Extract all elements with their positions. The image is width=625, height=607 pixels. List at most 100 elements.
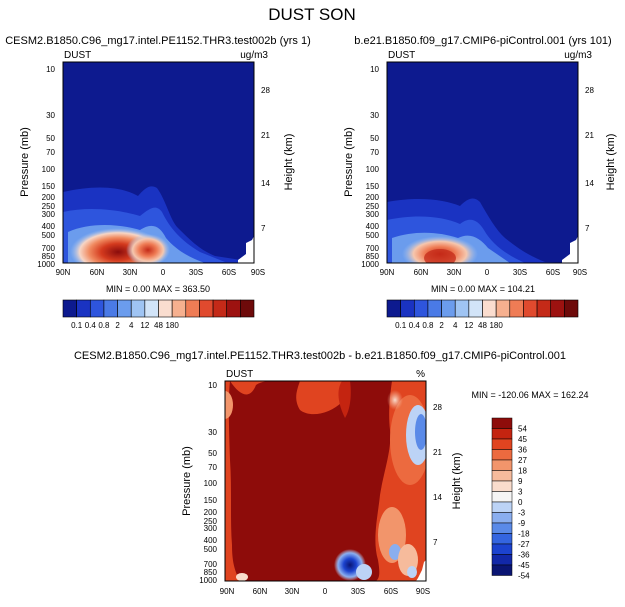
colorbar-swatch xyxy=(491,449,513,461)
colorbar-label: -27 xyxy=(518,540,530,549)
panel-2-colorbar: 0.1 0.4 0.8 2 4 12 48 180 xyxy=(386,299,579,330)
colorbar-label: 180 xyxy=(489,321,503,330)
y-tick-label: 300 xyxy=(42,210,56,219)
y-tick-label: 1000 xyxy=(37,260,55,269)
y-tick-label: 100 xyxy=(204,479,218,488)
x-tick-label: 60N xyxy=(90,268,105,277)
colorbar-swatch xyxy=(413,299,429,318)
colorbar-swatch xyxy=(454,299,470,318)
panel-3-y-ticks: 10 30 50 70 100 150 200 250 300 400 500 … xyxy=(199,381,217,585)
x-tick-label: 90N xyxy=(380,268,395,277)
x-tick-label: 30N xyxy=(123,268,138,277)
y-tick-label: 700 xyxy=(204,560,218,569)
height-tick-label: 14 xyxy=(585,179,594,188)
x-tick-label: 90S xyxy=(573,268,587,277)
colorbar-label: 2 xyxy=(115,321,120,330)
y-tick-label: 70 xyxy=(208,463,217,472)
x-tick-label: 0 xyxy=(161,268,166,277)
panel-1-ylabel-right: Height (km) xyxy=(283,134,295,191)
y-tick-label: 150 xyxy=(42,182,56,191)
colorbar-swatch xyxy=(158,299,173,318)
height-tick-label: 21 xyxy=(585,131,594,140)
colorbar-swatch xyxy=(468,299,483,318)
panel-3-ylabel-right: Height (km) xyxy=(451,453,463,510)
y-tick-label: 150 xyxy=(366,182,380,191)
colorbar-label: 180 xyxy=(165,321,179,330)
colorbar-swatch xyxy=(491,428,513,440)
x-tick-label: 60S xyxy=(222,268,236,277)
panel-2-ylabel: Pressure (mb) xyxy=(343,127,355,197)
colorbar-label: 0 xyxy=(518,498,523,507)
panel-1-units: ug/m3 xyxy=(240,50,268,61)
y-tick-label: 200 xyxy=(204,508,218,517)
x-tick-label: 90N xyxy=(220,587,235,596)
colorbar-swatch xyxy=(76,299,91,318)
y-tick-label: 300 xyxy=(366,210,380,219)
colorbar-swatch xyxy=(226,299,241,318)
colorbar-label: 4 xyxy=(129,321,134,330)
y-tick-label: 10 xyxy=(208,381,217,390)
colorbar-swatch xyxy=(491,480,513,492)
x-tick-label: 30S xyxy=(513,268,527,277)
colorbar-swatch xyxy=(491,417,513,429)
y-tick-label: 30 xyxy=(370,111,379,120)
x-tick-label: 0 xyxy=(485,268,490,277)
colorbar-label: 27 xyxy=(518,456,527,465)
colorbar-swatch xyxy=(491,543,513,555)
panel-2-y-ticks: 10 30 50 70 100 150 200 250 300 400 500 … xyxy=(361,65,379,269)
x-tick-label: 90S xyxy=(416,587,430,596)
colorbar-swatch xyxy=(117,299,132,318)
colorbar-label: 54 xyxy=(518,425,527,434)
height-tick-label: 28 xyxy=(433,403,442,412)
y-tick-label: 400 xyxy=(366,222,380,231)
y-tick-label: 10 xyxy=(370,65,379,74)
colorbar-swatch xyxy=(441,299,456,318)
colorbar-swatch xyxy=(491,533,513,545)
colorbar-swatch xyxy=(427,299,442,318)
colorbar-label: 0.1 xyxy=(71,321,83,330)
panel-1-x-ticks: 90N 60N 30N 0 30S 60S 90S xyxy=(56,268,265,277)
colorbar-swatch xyxy=(550,299,565,318)
height-tick-label: 14 xyxy=(261,179,270,188)
height-tick-label: 7 xyxy=(261,224,266,233)
x-tick-label: 60N xyxy=(253,587,268,596)
y-tick-label: 850 xyxy=(42,252,56,261)
colorbar-swatch xyxy=(144,299,159,318)
panel-3-height-ticks: 28 21 14 7 xyxy=(433,403,442,547)
y-tick-label: 400 xyxy=(204,536,218,545)
colorbar-label: -9 xyxy=(518,519,526,528)
panel-2-ylabel-right: Height (km) xyxy=(605,134,617,191)
panel-1-ylabel: Pressure (mb) xyxy=(19,127,31,197)
y-tick-label: 200 xyxy=(366,193,380,202)
colorbar-label: -45 xyxy=(518,561,530,570)
panel-1-title: CESM2.B1850.C96_mg17.intel.PE1152.THR3.t… xyxy=(5,35,311,47)
x-tick-label: 90N xyxy=(56,268,71,277)
panel-1-stats: MIN = 0.00 MAX = 363.50 xyxy=(106,284,210,294)
x-tick-label: 60S xyxy=(384,587,398,596)
colorbar-swatch xyxy=(491,459,513,471)
panel-3-title: CESM2.B1850.C96_mg17.intel.PE1152.THR3.t… xyxy=(74,350,566,362)
y-tick-label: 850 xyxy=(204,568,218,577)
colorbar-label: 0.8 xyxy=(422,321,434,330)
y-tick-label: 1000 xyxy=(361,260,379,269)
height-tick-label: 28 xyxy=(261,86,270,95)
y-tick-label: 400 xyxy=(42,222,56,231)
x-tick-label: 30N xyxy=(447,268,462,277)
y-tick-label: 50 xyxy=(208,449,217,458)
y-tick-label: 70 xyxy=(46,148,55,157)
colorbar-label: 0.8 xyxy=(98,321,110,330)
colorbar-swatch xyxy=(386,299,401,318)
panel-1-colorbar: 0.1 0.4 0.8 2 4 12 48 180 xyxy=(62,299,255,330)
colorbar-swatch xyxy=(212,299,228,318)
colorbar-swatch xyxy=(509,299,524,318)
y-tick-label: 10 xyxy=(46,65,55,74)
panel-2-units: ug/m3 xyxy=(564,50,592,61)
height-tick-label: 7 xyxy=(433,538,438,547)
colorbar-label: 3 xyxy=(518,488,523,497)
colorbar-swatch xyxy=(491,522,513,534)
y-tick-label: 500 xyxy=(366,231,380,240)
height-tick-label: 7 xyxy=(585,224,590,233)
y-tick-label: 30 xyxy=(208,428,217,437)
y-tick-label: 700 xyxy=(366,244,380,253)
